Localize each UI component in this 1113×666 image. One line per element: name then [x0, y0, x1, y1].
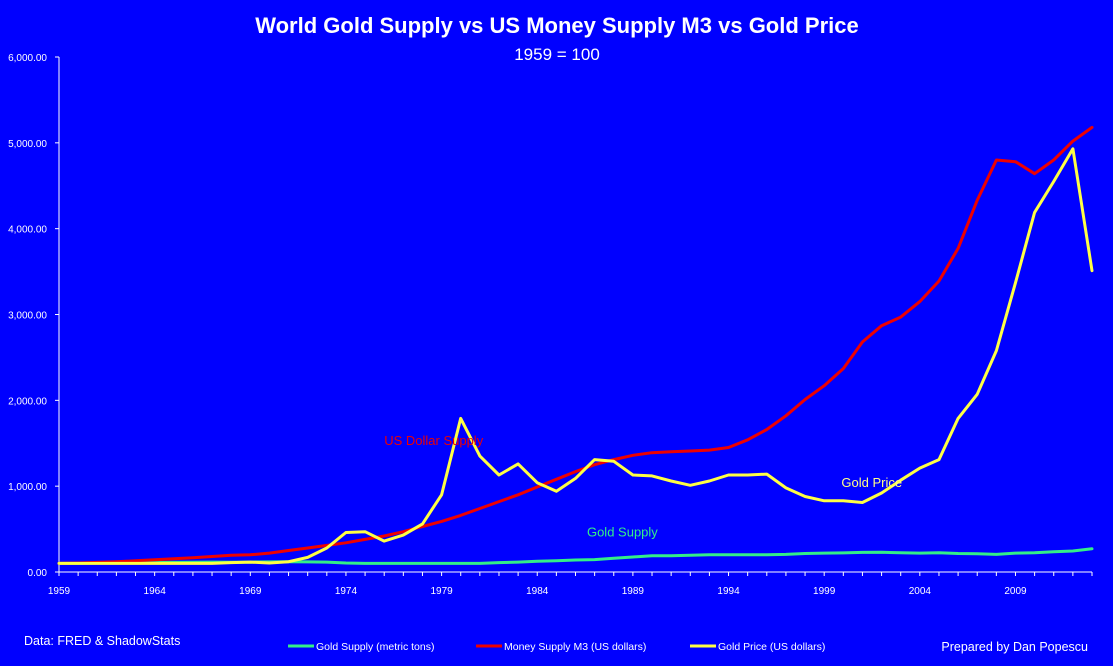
series-line-money-supply-m3-us-dollars — [57, 125, 1094, 565]
source-note: Data: FRED & ShadowStats — [24, 634, 180, 648]
x-axis-ticks: 1959 1964 1969 1974 1979 1984 1989 1994 1999 2004… — [48, 572, 1093, 597]
annotation-layer: US Dollar Supply Gold Price Gold Supply — [384, 433, 902, 539]
legend-label: Gold Supply (metric tons) — [316, 641, 434, 653]
x-tick-label: 2004 — [909, 586, 932, 597]
y-tick-label: 5,000.00 — [8, 139, 47, 150]
annotation-gold-price: Gold Price — [841, 475, 902, 490]
annotation-gold-supply: Gold Supply — [587, 524, 658, 539]
chart-title: World Gold Supply vs US Money Supply M3 … — [255, 13, 858, 38]
x-tick-label: 1979 — [430, 586, 453, 597]
y-tick-label: 3,000.00 — [8, 311, 47, 322]
x-tick-label: 1989 — [622, 586, 645, 597]
legend: Gold Supply (metric tons) Money Supply M3… — [288, 641, 825, 653]
y-axis-ticks: 0.00 1,000.00 2,000.00 3,000.00 4,000.00 5,00… — [8, 53, 59, 579]
x-tick-label: 1959 — [48, 586, 71, 597]
x-tick-label: 1969 — [239, 586, 262, 597]
x-tick-label: 1984 — [526, 586, 549, 597]
y-tick-label: 0.00 — [28, 568, 48, 579]
series-layer — [57, 125, 1094, 565]
y-tick-label: 4,000.00 — [8, 225, 47, 236]
credit-note: Prepared by Dan Popescu — [941, 640, 1088, 654]
x-tick-label: 1964 — [144, 586, 167, 597]
y-tick-label: 6,000.00 — [8, 53, 47, 64]
legend-label: Gold Price (US dollars) — [718, 641, 825, 653]
x-tick-label: 2009 — [1004, 586, 1027, 597]
chart-subtitle: 1959 = 100 — [514, 45, 600, 64]
legend-label: Money Supply M3 (US dollars) — [504, 641, 646, 653]
x-tick-label: 1994 — [717, 586, 740, 597]
x-tick-label: 1999 — [813, 586, 836, 597]
annotation-us-dollar-supply: US Dollar Supply — [384, 433, 483, 448]
y-tick-label: 2,000.00 — [8, 396, 47, 407]
y-tick-label: 1,000.00 — [8, 482, 47, 493]
series-line-gold-price-us-dollars — [57, 147, 1094, 565]
x-tick-label: 1974 — [335, 586, 358, 597]
